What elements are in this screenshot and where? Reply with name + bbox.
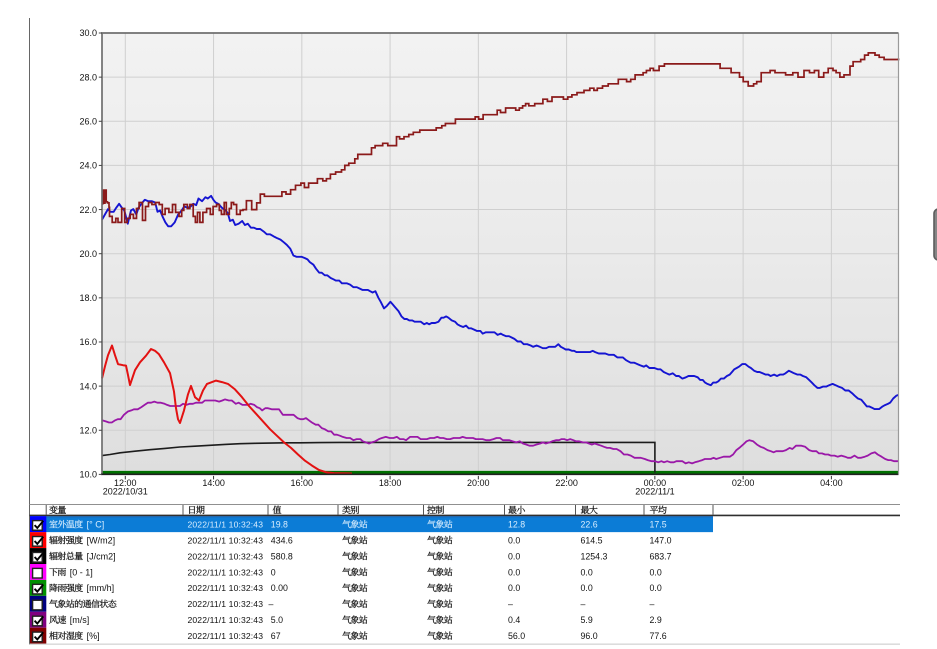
svg-text:0.0: 0.0 <box>650 567 662 577</box>
svg-text:–: – <box>650 599 655 609</box>
svg-text:02:00: 02:00 <box>732 478 755 488</box>
svg-text:434.6: 434.6 <box>271 535 293 545</box>
svg-text:2022/11/1 10:32:43: 2022/11/1 10:32:43 <box>188 567 264 577</box>
svg-text:00:00: 00:00 <box>644 478 667 488</box>
svg-text:20:00: 20:00 <box>467 478 490 488</box>
svg-text:24.0: 24.0 <box>79 161 97 171</box>
svg-text:2022/11/1: 2022/11/1 <box>635 487 674 497</box>
svg-text:0.0: 0.0 <box>650 583 662 593</box>
svg-text:17.5: 17.5 <box>650 520 667 530</box>
svg-text:2022/10/31: 2022/10/31 <box>103 487 148 497</box>
svg-text:2022/11/1 10:32:43: 2022/11/1 10:32:43 <box>188 583 264 593</box>
svg-text:0.0: 0.0 <box>581 567 593 577</box>
svg-text:147.0: 147.0 <box>650 535 672 545</box>
svg-text:[m/s]: [m/s] <box>70 615 90 625</box>
svg-text:12:00: 12:00 <box>114 478 137 488</box>
svg-text:18.0: 18.0 <box>79 293 97 303</box>
svg-text:[mm/h]: [mm/h] <box>87 583 115 593</box>
svg-text:16.0: 16.0 <box>79 337 97 347</box>
svg-text:22:00: 22:00 <box>555 478 578 488</box>
svg-text:12.8: 12.8 <box>508 520 525 530</box>
svg-text:28.0: 28.0 <box>79 72 97 82</box>
svg-text:04:00: 04:00 <box>820 478 843 488</box>
svg-text:0: 0 <box>271 567 276 577</box>
svg-text:[0 - 1]: [0 - 1] <box>70 567 93 577</box>
svg-text:683.7: 683.7 <box>650 551 672 561</box>
svg-text:2022/11/1 10:32:43: 2022/11/1 10:32:43 <box>188 631 264 641</box>
svg-text:0.0: 0.0 <box>508 567 520 577</box>
svg-text:10.0: 10.0 <box>79 470 97 480</box>
svg-text:2022/11/1 10:32:43: 2022/11/1 10:32:43 <box>188 615 264 625</box>
svg-text:56.0: 56.0 <box>508 631 525 641</box>
svg-text:614.5: 614.5 <box>581 535 603 545</box>
svg-text:5.0: 5.0 <box>271 615 283 625</box>
svg-text:26.0: 26.0 <box>79 117 97 127</box>
svg-text:2022/11/1 10:32:43: 2022/11/1 10:32:43 <box>188 551 264 561</box>
svg-text:5.9: 5.9 <box>581 615 593 625</box>
svg-text:20.0: 20.0 <box>79 249 97 259</box>
svg-text:22.6: 22.6 <box>581 520 598 530</box>
svg-text:2022/11/1 10:32:43: 2022/11/1 10:32:43 <box>188 599 264 609</box>
svg-text:16:00: 16:00 <box>291 478 314 488</box>
svg-text:[J/cm2]: [J/cm2] <box>87 551 116 561</box>
svg-text:0.0: 0.0 <box>508 551 520 561</box>
svg-text:14:00: 14:00 <box>202 478 225 488</box>
svg-text:96.0: 96.0 <box>581 631 598 641</box>
svg-text:77.6: 77.6 <box>650 631 667 641</box>
svg-text:–: – <box>269 599 274 609</box>
svg-text:67: 67 <box>271 631 281 641</box>
svg-text:[° C]: [° C] <box>87 520 105 530</box>
svg-text:0.00: 0.00 <box>271 583 288 593</box>
svg-text:0.0: 0.0 <box>581 583 593 593</box>
svg-text:2022/11/1 10:32:43: 2022/11/1 10:32:43 <box>188 520 264 530</box>
svg-text:14.0: 14.0 <box>79 381 97 391</box>
svg-text:0.0: 0.0 <box>508 583 520 593</box>
svg-text:30.0: 30.0 <box>79 28 97 38</box>
svg-text:19.8: 19.8 <box>271 520 288 530</box>
svg-text:0.0: 0.0 <box>508 535 520 545</box>
svg-text:12.0: 12.0 <box>79 426 97 436</box>
svg-text:22.0: 22.0 <box>79 205 97 215</box>
svg-text:2022/11/1 10:32:43: 2022/11/1 10:32:43 <box>188 535 264 545</box>
svg-text:–: – <box>508 599 513 609</box>
svg-text:580.8: 580.8 <box>271 551 293 561</box>
svg-text:–: – <box>581 599 586 609</box>
svg-text:[%]: [%] <box>87 631 100 641</box>
svg-text:[W/m2]: [W/m2] <box>87 535 116 545</box>
svg-text:1254.3: 1254.3 <box>581 551 608 561</box>
svg-text:2.9: 2.9 <box>650 615 662 625</box>
svg-text:18:00: 18:00 <box>379 478 402 488</box>
svg-text:0.4: 0.4 <box>508 615 520 625</box>
